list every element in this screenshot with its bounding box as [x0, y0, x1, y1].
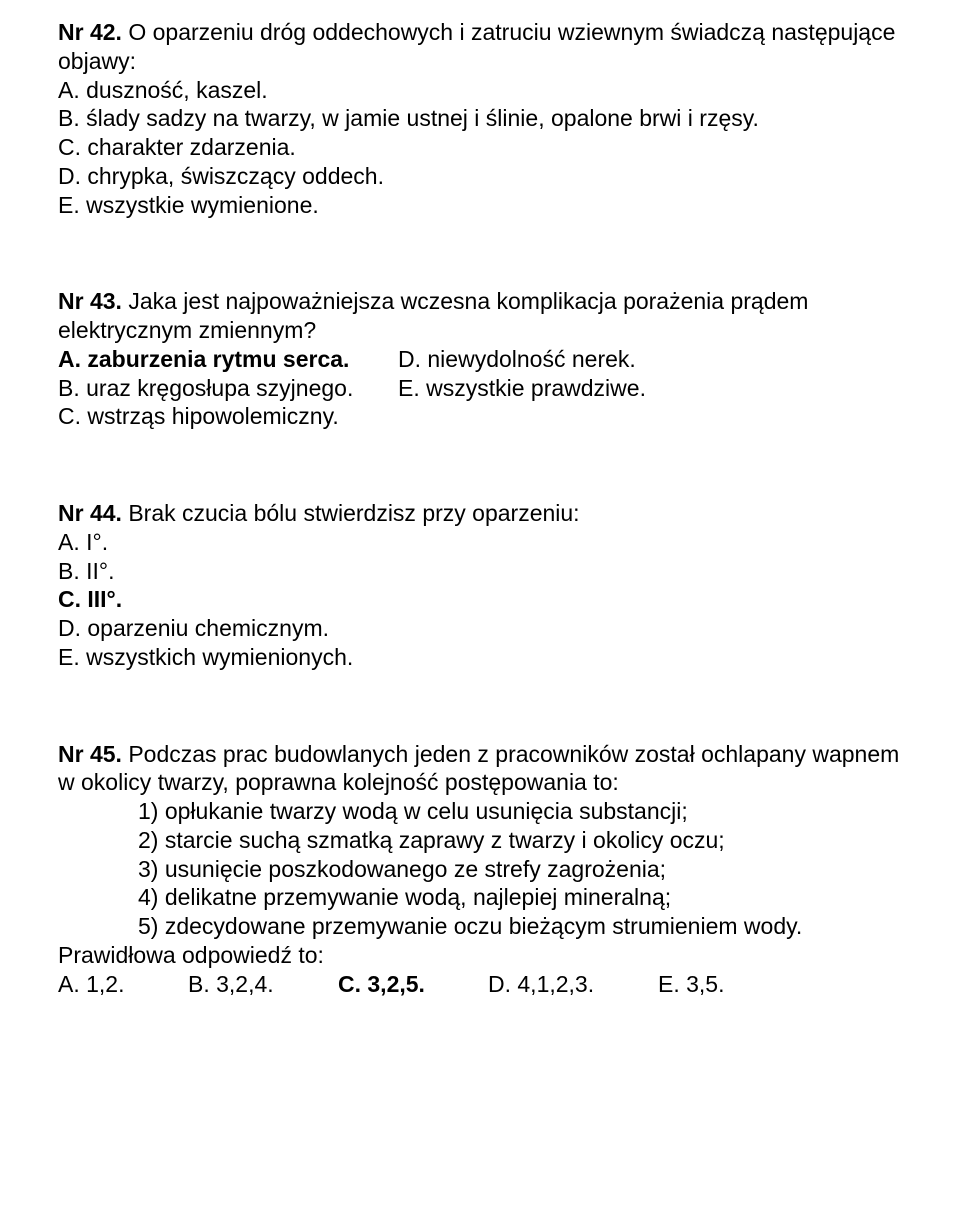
question-42-option-c: C. charakter zdarzenia. [58, 133, 902, 162]
question-45-answers: A. 1,2. B. 3,2,4. C. 3,2,5. D. 4,1,2,3. … [58, 970, 902, 999]
question-45: Nr 45. Podczas prac budowlanych jeden z … [58, 740, 902, 999]
question-43-number: Nr 43. [58, 288, 122, 314]
question-45-step-2: 2) starcie suchą szmatką zaprawy z twarz… [58, 826, 902, 855]
question-43-option-a: A. zaburzenia rytmu serca. [58, 345, 398, 374]
question-42-option-a: A. duszność, kaszel. [58, 76, 902, 105]
question-45-step-3: 3) usunięcie poszkodowanego ze strefy za… [58, 855, 902, 884]
question-45-step-5: 5) zdecydowane przemywanie oczu bieżącym… [58, 912, 902, 941]
question-43-text: Jaka jest najpoważniejsza wczesna kompli… [58, 288, 808, 343]
question-43-options-row-1: A. zaburzenia rytmu serca. D. niewydolno… [58, 345, 902, 374]
question-44: Nr 44. Brak czucia bólu stwierdzisz przy… [58, 499, 902, 672]
question-45-option-e: E. 3,5. [658, 970, 724, 999]
question-44-stem: Nr 44. Brak czucia bólu stwierdzisz przy… [58, 499, 902, 528]
question-42: Nr 42. O oparzeniu dróg oddechowych i za… [58, 18, 902, 219]
question-44-option-b: B. II°. [58, 557, 902, 586]
question-45-option-c: C. 3,2,5. [338, 970, 488, 999]
question-44-number: Nr 44. [58, 500, 122, 526]
question-42-stem: Nr 42. O oparzeniu dróg oddechowych i za… [58, 18, 902, 76]
question-45-number: Nr 45. [58, 741, 122, 767]
question-44-option-a: A. I°. [58, 528, 902, 557]
question-43: Nr 43. Jaka jest najpoważniejsza wczesna… [58, 287, 902, 431]
question-42-number: Nr 42. [58, 19, 122, 45]
question-43-option-e: E. wszystkie prawdziwe. [398, 374, 902, 403]
question-44-option-d: D. oparzeniu chemicznym. [58, 614, 902, 643]
question-44-option-e: E. wszystkich wymienionych. [58, 643, 902, 672]
question-45-step-1: 1) opłukanie twarzy wodą w celu usunięci… [58, 797, 902, 826]
question-45-option-b: B. 3,2,4. [188, 970, 338, 999]
question-45-stem: Nr 45. Podczas prac budowlanych jeden z … [58, 740, 902, 798]
question-45-option-d: D. 4,1,2,3. [488, 970, 658, 999]
question-44-text: Brak czucia bólu stwierdzisz przy oparze… [122, 500, 580, 526]
question-43-option-d: D. niewydolność nerek. [398, 345, 902, 374]
question-45-text: Podczas prac budowlanych jeden z pracown… [58, 741, 899, 796]
question-43-options-row-2: B. uraz kręgosłupa szyjnego. E. wszystki… [58, 374, 902, 403]
question-45-option-a: A. 1,2. [58, 970, 188, 999]
question-45-step-4: 4) delikatne przemywanie wodą, najlepiej… [58, 883, 902, 912]
question-42-option-e: E. wszystkie wymienione. [58, 191, 902, 220]
question-44-option-c: C. III°. [58, 585, 902, 614]
question-42-text: O oparzeniu dróg oddechowych i zatruciu … [58, 19, 895, 74]
question-43-option-b: B. uraz kręgosłupa szyjnego. [58, 374, 398, 403]
question-43-option-c: C. wstrząs hipowolemiczny. [58, 402, 902, 431]
question-45-answer-label: Prawidłowa odpowiedź to: [58, 941, 902, 970]
question-42-option-d: D. chrypka, świszczący oddech. [58, 162, 902, 191]
question-42-option-b: B. ślady sadzy na twarzy, w jamie ustnej… [58, 104, 902, 133]
question-43-stem: Nr 43. Jaka jest najpoważniejsza wczesna… [58, 287, 902, 345]
